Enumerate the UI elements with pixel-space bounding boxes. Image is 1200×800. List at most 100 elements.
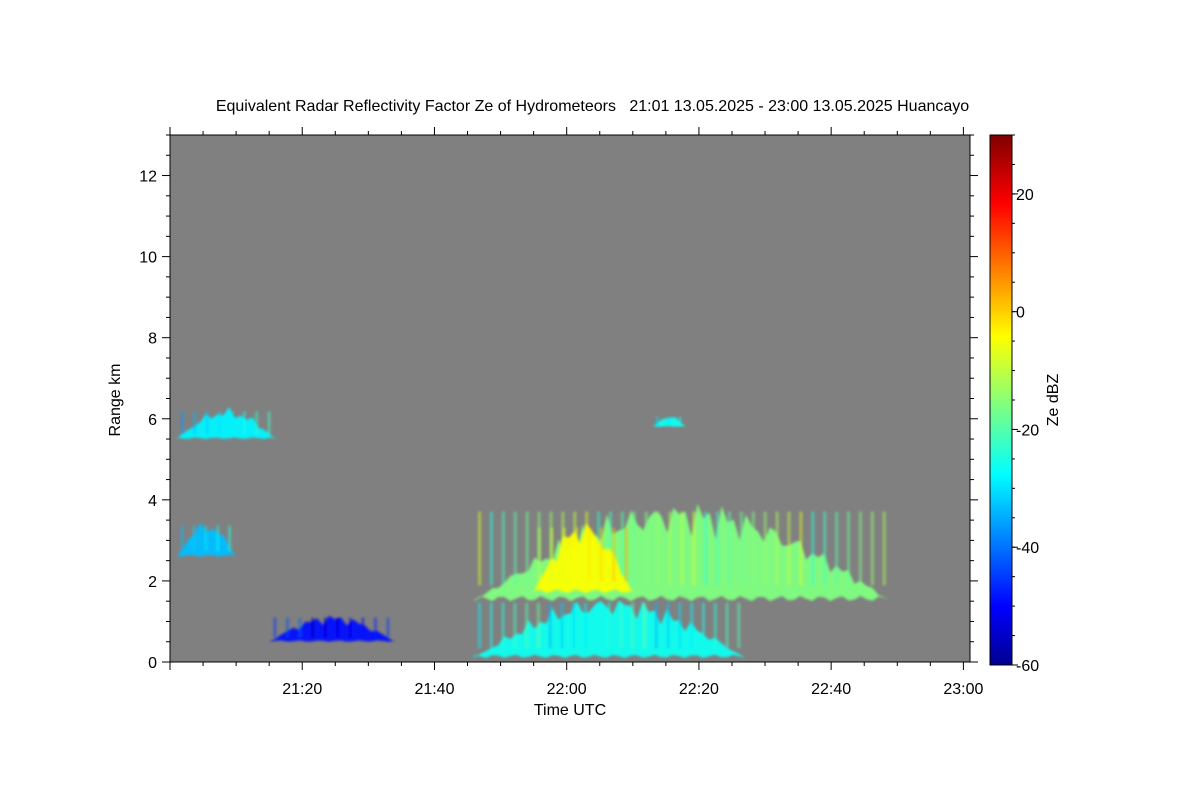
echo-streak	[478, 511, 482, 586]
echo-streak	[632, 511, 636, 586]
echo-streak	[218, 411, 221, 435]
echo-streak	[587, 527, 591, 582]
colorbar-tick-label: 20	[1016, 187, 1034, 204]
echo-streak	[751, 511, 755, 586]
echo-streak	[668, 511, 672, 586]
echo-streak	[882, 511, 886, 586]
echo-streak	[550, 527, 554, 582]
echo-streak	[656, 511, 660, 586]
echo-streak	[537, 527, 541, 582]
echo-streak	[713, 602, 717, 649]
echo-region	[269, 615, 395, 642]
echo-streak	[513, 511, 517, 586]
echo-streak	[631, 602, 635, 649]
echo-streak	[799, 511, 803, 586]
echo-shape	[176, 406, 276, 440]
colorbar-label: Ze dBZ	[1045, 374, 1062, 427]
echo-streak	[323, 617, 327, 638]
echo-region	[474, 600, 746, 658]
echo-streak	[228, 525, 232, 552]
x-tick-label: 22:40	[811, 681, 851, 698]
echo-shape	[533, 523, 633, 594]
echo-streak	[654, 602, 658, 649]
echo-streak	[525, 602, 529, 649]
echo-streak	[501, 602, 505, 649]
echo-streak	[847, 511, 851, 586]
echo-streak	[478, 602, 482, 649]
y-axis: 0 2 4 6 8 10 12	[139, 134, 978, 672]
echo-region	[176, 406, 276, 440]
echo-streak	[619, 602, 623, 649]
echo-streak	[267, 411, 271, 435]
echo-region	[652, 416, 686, 427]
echo-streak	[690, 602, 694, 649]
echo-streak	[562, 527, 566, 582]
echo-streak	[525, 511, 529, 586]
echo-streak	[348, 617, 352, 638]
echo-streak	[624, 527, 628, 582]
x-tick-label: 21:20	[282, 681, 322, 698]
echo-streak	[678, 416, 682, 426]
y-tick-label: 12	[139, 169, 157, 186]
x-tick-label: 21:40	[414, 681, 454, 698]
colorbar-tick-label: -60	[1016, 658, 1039, 675]
echo-streak	[704, 511, 708, 586]
y-tick-label: 4	[148, 493, 157, 510]
echo-streak	[737, 602, 741, 649]
echo-streak	[373, 617, 377, 638]
echo-streak	[644, 511, 648, 586]
y-tick-label: 6	[148, 412, 157, 429]
x-tick-label: 22:20	[679, 681, 719, 698]
echo-streak	[548, 602, 552, 649]
echo-streak	[599, 527, 603, 582]
echo-streak	[311, 617, 315, 638]
echo-streak	[193, 411, 197, 435]
echo-streak	[701, 602, 705, 649]
echo-streak	[835, 511, 839, 586]
echo-streak	[336, 617, 340, 638]
echo-streak	[192, 525, 196, 552]
echo-streak	[286, 617, 290, 638]
echo-streak	[513, 602, 517, 649]
echo-streak	[230, 411, 234, 435]
echo-region	[176, 522, 237, 557]
echo-streak	[725, 602, 729, 649]
echo-streak	[575, 527, 579, 582]
echo-streak	[811, 511, 815, 586]
echo-region	[533, 523, 633, 594]
echo-streak	[763, 511, 767, 586]
echo-streak	[612, 527, 616, 582]
colorbar-tick-label: -20	[1016, 422, 1039, 439]
x-tick-label: 22:00	[547, 681, 587, 698]
echo-streak	[643, 602, 647, 649]
x-axis: 21:20 21:40 22:00 22:20 22:40 23:00	[169, 127, 984, 698]
x-tick-label: 23:00	[943, 681, 983, 698]
y-tick-label: 10	[139, 250, 157, 267]
echo-streak	[572, 602, 576, 649]
echo-streak	[775, 511, 779, 586]
echo-streak	[858, 511, 862, 586]
echo-streak	[205, 411, 209, 435]
echo-streak	[678, 602, 682, 649]
echo-streak	[656, 416, 660, 426]
echo-streak	[595, 602, 599, 649]
chart-title: Equivalent Radar Reflectivity Factor Ze …	[215, 98, 970, 115]
colorbar-tick-label: -40	[1016, 540, 1039, 557]
echo-layer	[176, 406, 891, 658]
x-axis-label: Time UTC	[534, 702, 606, 719]
echo-streak	[242, 411, 246, 435]
echo-streak	[728, 511, 731, 586]
echo-streak	[607, 602, 611, 649]
echo-streak	[536, 602, 540, 649]
colorbar-ticks: -60 -40 -20 0 20	[1012, 134, 1039, 675]
echo-streak	[273, 617, 277, 638]
echo-streak	[823, 511, 827, 586]
y-tick-label: 8	[148, 331, 157, 348]
echo-streak	[716, 511, 720, 586]
echo-streak	[501, 511, 505, 586]
echo-streak	[204, 525, 208, 552]
echo-streak	[870, 511, 874, 586]
echo-streak	[666, 602, 670, 649]
colorbar-tick-label: 0	[1016, 305, 1025, 322]
